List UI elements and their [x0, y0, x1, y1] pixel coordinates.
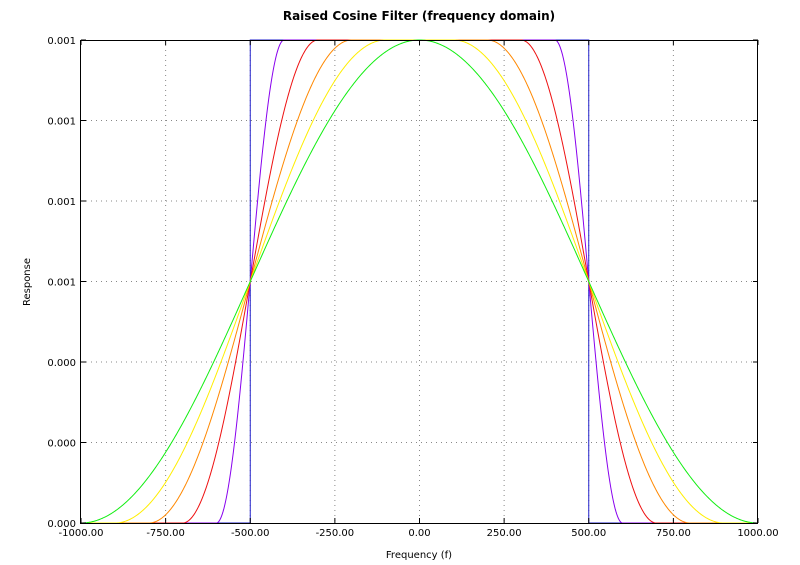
x-tick-label: 750.00 [656, 528, 691, 539]
x-tick-label: -750.00 [146, 528, 185, 539]
x-tick-label: 1000.00 [737, 528, 778, 539]
x-axis-ticks: -1000.00 -750.00 -500.00 -250.00 0.00 250.00 5… [59, 40, 779, 539]
x-tick-label: 250.00 [487, 528, 522, 539]
x-tick-label: -1000.00 [59, 528, 104, 539]
x-axis-label: Frequency (f) [386, 550, 452, 561]
y-tick-label: 0.001 [47, 36, 76, 47]
x-tick-label: -500.00 [231, 528, 270, 539]
x-tick-label: 0.00 [408, 528, 430, 539]
y-tick-label: 0.001 [47, 197, 76, 208]
y-axis-label: Response [22, 258, 33, 306]
x-tick-label: -250.00 [316, 528, 355, 539]
y-tick-label: 0.001 [47, 278, 76, 289]
y-tick-label: 0.000 [47, 439, 76, 450]
x-tick-label: 500.00 [571, 528, 606, 539]
grid [81, 40, 758, 523]
y-tick-label: 0.000 [47, 519, 76, 530]
y-axis-ticks: 0.000 0.000 0.000 0.001 0.001 0.001 0.001 [47, 36, 758, 530]
y-tick-label: 0.001 [47, 117, 76, 128]
y-tick-label: 0.000 [47, 358, 76, 369]
chart-title: Raised Cosine Filter (frequency domain) [283, 9, 555, 23]
